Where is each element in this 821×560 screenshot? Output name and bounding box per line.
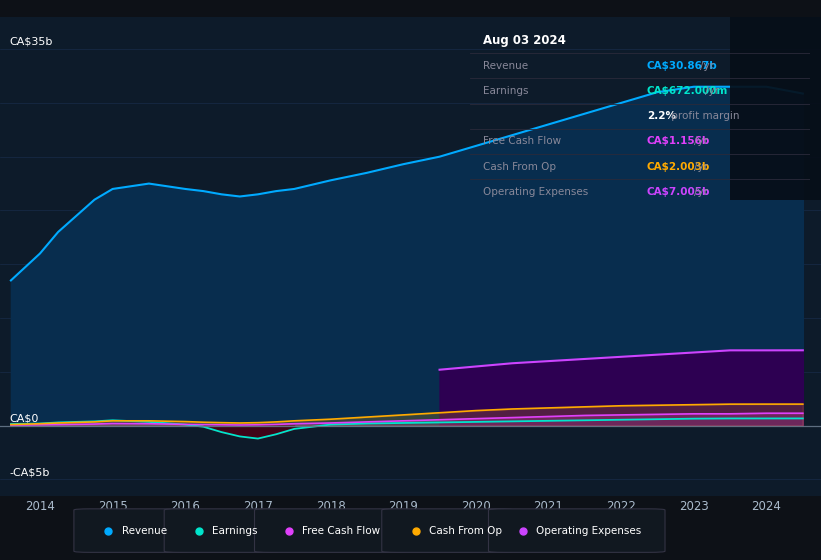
Text: CA$0: CA$0 (10, 413, 39, 423)
FancyBboxPatch shape (488, 509, 665, 552)
Text: Cash From Op: Cash From Op (484, 162, 557, 171)
Bar (730, 17, 821, 200)
Text: CA$1.156b: CA$1.156b (647, 137, 710, 146)
Text: Operating Expenses: Operating Expenses (484, 187, 589, 197)
Text: CA$35b: CA$35b (10, 37, 53, 46)
Text: CA$2.003b: CA$2.003b (647, 162, 710, 171)
Text: -CA$5b: -CA$5b (10, 467, 50, 477)
Text: CA$672.000m: CA$672.000m (647, 86, 728, 96)
Text: Operating Expenses: Operating Expenses (536, 526, 641, 535)
Text: Revenue: Revenue (122, 526, 167, 535)
Text: Revenue: Revenue (484, 61, 529, 71)
FancyBboxPatch shape (382, 509, 513, 552)
FancyBboxPatch shape (255, 509, 406, 552)
Text: Free Cash Flow: Free Cash Flow (302, 526, 380, 535)
Text: profit margin: profit margin (668, 111, 740, 121)
Text: Cash From Op: Cash From Op (429, 526, 502, 535)
Text: CA$30.867b: CA$30.867b (647, 61, 718, 71)
Text: CA$7.005b: CA$7.005b (647, 187, 710, 197)
FancyBboxPatch shape (164, 509, 279, 552)
Text: /yr: /yr (695, 187, 709, 197)
Text: Free Cash Flow: Free Cash Flow (484, 137, 562, 146)
FancyBboxPatch shape (74, 509, 189, 552)
Text: /yr: /yr (699, 61, 713, 71)
Text: /yr: /yr (695, 137, 709, 146)
Text: Earnings: Earnings (484, 86, 529, 96)
Text: Earnings: Earnings (212, 526, 257, 535)
Text: Aug 03 2024: Aug 03 2024 (484, 34, 566, 47)
Text: 2.2%: 2.2% (647, 111, 676, 121)
Text: /yr: /yr (695, 162, 709, 171)
Text: /yr: /yr (705, 86, 719, 96)
